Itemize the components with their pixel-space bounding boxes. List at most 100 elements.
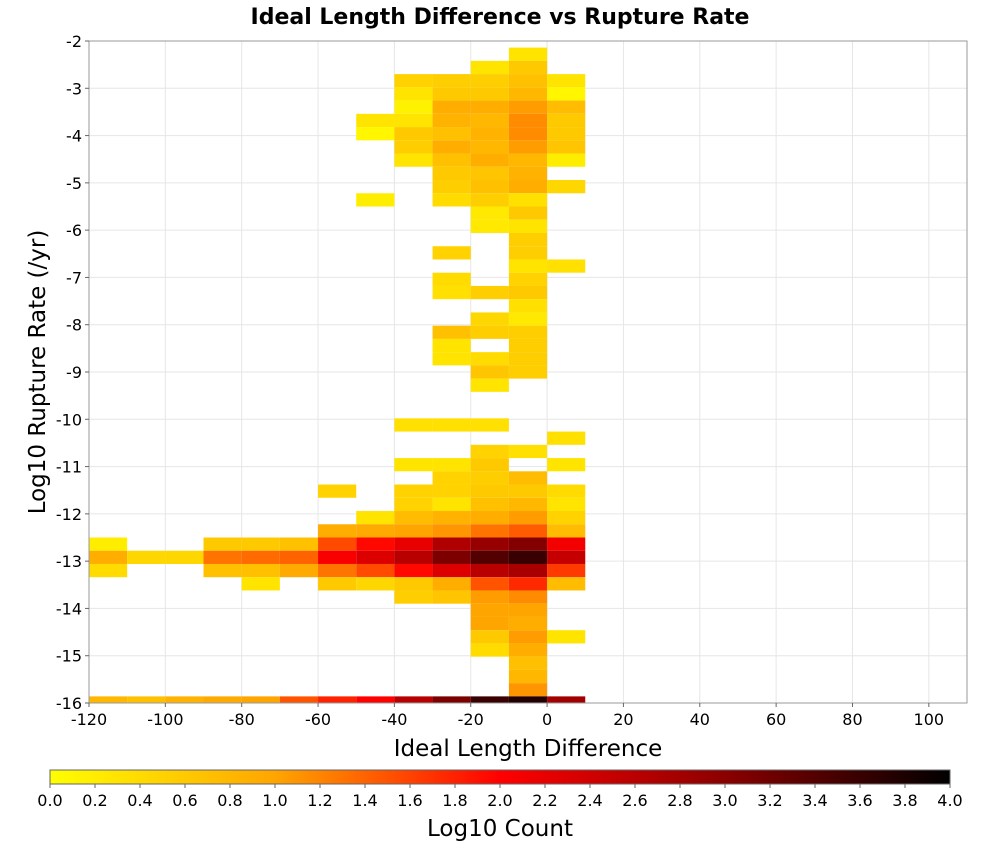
y-tick-label: -2 — [66, 32, 82, 51]
heatmap-cell — [203, 696, 242, 703]
heatmap-cell — [470, 577, 509, 591]
heatmap-cell — [432, 140, 471, 154]
colorbar-title: Log10 Count — [427, 816, 573, 842]
heatmap-cell — [241, 696, 280, 703]
heatmap-cell — [127, 550, 166, 564]
heatmap-cell — [241, 537, 280, 551]
heatmap-cell — [432, 338, 471, 353]
x-tick-label: 100 — [914, 710, 945, 729]
heatmap-cell — [432, 100, 471, 114]
heatmap-cell — [547, 100, 586, 114]
heatmap-cell — [470, 219, 509, 233]
heatmap-cell — [547, 127, 586, 141]
colorbar-ticks: 0.0 0.2 0.4 0.6 0.8 1.0 1.2 1.4 1.6 1.8 2.0 2.2 2.4 2… — [37, 784, 963, 810]
heatmap-cell — [547, 630, 586, 644]
heatmap-cell — [432, 550, 471, 564]
x-tick-label: 60 — [766, 710, 786, 729]
colorbar-tick-label: 0.8 — [217, 791, 242, 810]
heatmap-cell — [394, 153, 433, 167]
heatmap-cell — [318, 577, 357, 591]
heatmap-cell — [470, 365, 509, 379]
heatmap-cell — [508, 153, 548, 167]
heatmap-cell — [508, 537, 548, 551]
heatmap-cell — [508, 113, 548, 128]
heatmap-cell — [547, 259, 586, 273]
colorbar-tick-label: 1.4 — [352, 791, 377, 810]
x-tick-label: 20 — [613, 710, 633, 729]
y-tick-label: -10 — [56, 410, 82, 429]
y-tick-label: -5 — [66, 174, 82, 193]
heatmap-cell — [470, 180, 509, 194]
heatmap-cell — [508, 616, 548, 631]
heatmap-cell — [508, 550, 548, 564]
colorbar-tick-label: 1.0 — [262, 791, 287, 810]
heatmap-cell — [356, 113, 395, 128]
heatmap-cell — [89, 696, 128, 703]
heatmap-cell — [508, 524, 548, 538]
heatmap-cell — [470, 563, 509, 578]
heatmap-cell — [508, 643, 548, 657]
y-tick-label: -9 — [66, 363, 82, 382]
heatmap-cell — [508, 166, 548, 181]
heatmap-cell — [356, 550, 395, 564]
x-tick-label: -20 — [458, 710, 484, 729]
heatmap-cell — [394, 458, 433, 472]
heatmap-cell — [508, 193, 548, 207]
heatmap-cell — [470, 60, 509, 75]
heatmap-cell — [432, 153, 471, 167]
heatmap-cell — [508, 352, 548, 366]
heatmap-cell — [356, 577, 395, 591]
heatmap-cell — [394, 418, 433, 432]
heatmap-cell — [508, 219, 548, 233]
heatmap-cell — [432, 418, 471, 432]
heatmap-cell — [547, 74, 586, 88]
y-tick-label: -14 — [56, 599, 82, 618]
heatmap-cell — [508, 656, 548, 670]
heatmap-cell — [356, 524, 395, 538]
y-axis-title: Log10 Rupture Rate (/yr) — [25, 230, 51, 515]
heatmap-cell — [547, 497, 586, 512]
heatmap-cell — [508, 140, 548, 154]
heatmap-cell — [547, 563, 586, 578]
heatmap-cell — [547, 511, 586, 525]
heatmap-cell — [470, 630, 509, 644]
heatmap-cell — [470, 153, 509, 167]
y-tick-label: -16 — [56, 694, 82, 713]
colorbar-tick-label: 1.8 — [442, 791, 467, 810]
heatmap-cell — [470, 285, 509, 300]
heatmap-cell — [432, 272, 471, 286]
heatmap-cell — [470, 74, 509, 88]
heatmap-cell — [432, 285, 471, 300]
heatmap-cell — [394, 484, 433, 498]
heatmap-cell — [470, 550, 509, 564]
heatmap-cell — [470, 166, 509, 181]
heatmap-cell — [547, 113, 586, 128]
colorbar-tick-label: 4.0 — [937, 791, 962, 810]
heatmap-cell — [547, 458, 586, 472]
colorbar-tick-label: 2.0 — [487, 791, 512, 810]
colorbar-tick-label: 2.4 — [577, 791, 602, 810]
x-tick-label: 40 — [690, 710, 710, 729]
heatmap-cell — [508, 232, 548, 247]
heatmap-cell — [432, 590, 471, 604]
heatmap-cell — [508, 511, 548, 525]
heatmap-cell — [432, 484, 471, 498]
heatmap-cell — [318, 550, 357, 564]
heatmap-cell — [432, 74, 471, 88]
heatmap-cell — [394, 140, 433, 154]
heatmap-cell — [508, 590, 548, 604]
colorbar-tick-label: 0.2 — [82, 791, 107, 810]
heatmap-cell — [432, 127, 471, 141]
heatmap-cell — [508, 74, 548, 88]
heatmap-cell — [318, 524, 357, 538]
x-tick-label: -120 — [71, 710, 107, 729]
colorbar-tick-label: 1.2 — [307, 791, 332, 810]
heatmap-cell — [432, 511, 471, 525]
heatmap-cell — [394, 550, 433, 564]
heatmap-cell — [89, 563, 128, 578]
heatmap-cell — [508, 100, 548, 114]
heatmap-cell — [508, 325, 548, 339]
heatmap-cell — [508, 696, 548, 703]
heatmap-cell — [432, 180, 471, 194]
heatmap-cell — [470, 458, 509, 472]
